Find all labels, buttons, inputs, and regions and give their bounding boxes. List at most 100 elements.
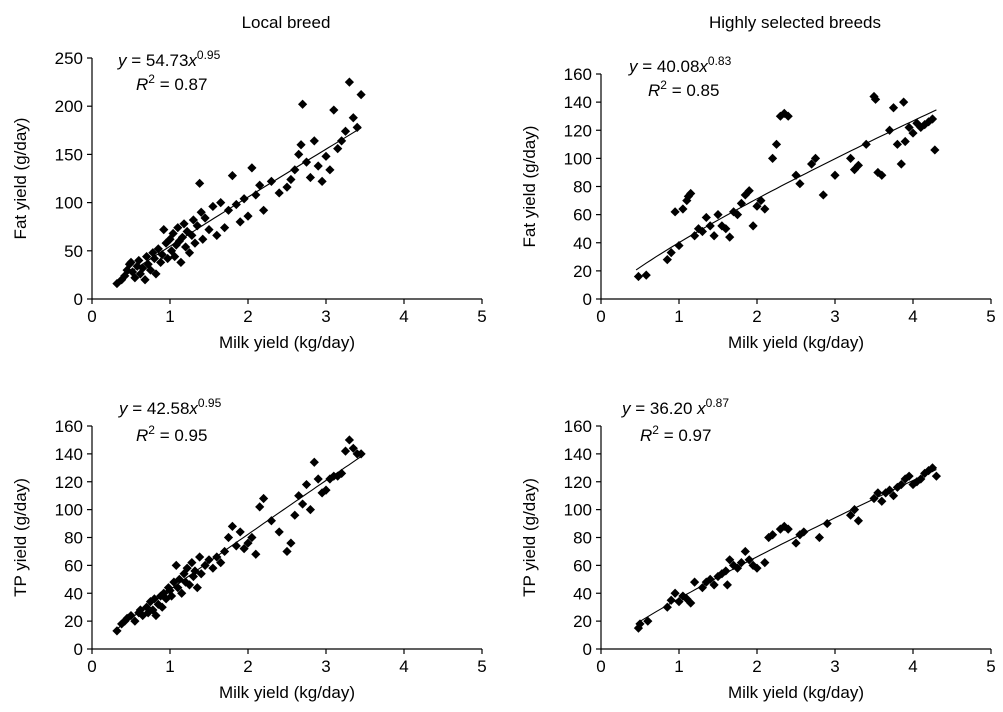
data-point <box>231 199 241 210</box>
y-tick-label: 0 <box>74 290 83 309</box>
data-point <box>740 546 750 557</box>
data-point <box>709 231 719 241</box>
data-point <box>227 521 237 531</box>
data-point <box>344 435 354 445</box>
y-axis-label: Fat yield (g/day) <box>11 118 30 240</box>
data-point <box>752 563 762 573</box>
data-point <box>670 588 680 598</box>
data-point <box>168 228 178 239</box>
x-tick-label: 4 <box>399 307 408 326</box>
data-point <box>686 188 696 199</box>
data-point <box>924 466 934 476</box>
data-point <box>220 546 230 557</box>
data-point <box>690 577 700 587</box>
data-point <box>771 139 782 149</box>
data-point <box>301 157 312 167</box>
data-point <box>725 555 735 565</box>
data-point <box>736 198 746 208</box>
equation-label: y = 36.20 x0.87 <box>621 396 729 418</box>
data-point <box>768 153 778 163</box>
data-point <box>151 269 161 279</box>
data-point <box>795 179 805 189</box>
data-point <box>344 77 354 87</box>
data-point <box>166 591 177 601</box>
data-point <box>274 527 284 537</box>
y-tick-label: 100 <box>564 501 592 520</box>
data-point <box>130 273 140 283</box>
y-tick-label: 120 <box>564 473 592 492</box>
data-point <box>697 583 707 593</box>
data-point <box>896 159 906 169</box>
data-point <box>171 560 181 570</box>
data-point <box>775 524 785 534</box>
data-point <box>184 248 195 258</box>
y-tick-label: 20 <box>573 612 592 631</box>
data-point <box>143 608 153 618</box>
y-tick-label: 80 <box>573 529 592 548</box>
y-tick-label: 50 <box>64 242 83 261</box>
data-point <box>286 538 296 548</box>
data-point <box>768 530 778 540</box>
data-point <box>896 479 906 490</box>
data-point <box>151 610 161 621</box>
y-tick-label: 140 <box>55 445 83 464</box>
y-tick-label: 140 <box>564 93 592 112</box>
x-tick-label: 0 <box>87 657 96 676</box>
data-point <box>321 151 331 161</box>
y-tick-label: 80 <box>64 529 83 548</box>
data-point <box>721 566 731 576</box>
data-point <box>697 226 707 237</box>
data-point <box>255 180 265 190</box>
data-point <box>846 153 856 163</box>
data-point <box>899 97 909 107</box>
data-point <box>120 271 130 281</box>
data-point <box>140 275 150 285</box>
data-point <box>190 238 200 248</box>
x-tick-label: 5 <box>986 657 995 676</box>
data-point <box>235 217 245 227</box>
r-squared-label: R2 = 0.87 <box>136 72 207 94</box>
data-point <box>255 502 265 512</box>
data-point <box>920 468 930 478</box>
y-tick-label: 60 <box>64 556 83 575</box>
data-point <box>732 210 743 220</box>
y-axis-label: TP yield (g/day) <box>520 478 539 597</box>
data-point <box>779 521 789 531</box>
x-tick-label: 3 <box>321 657 330 676</box>
r-squared-label: R2 = 0.97 <box>640 423 711 445</box>
data-point <box>670 207 680 217</box>
data-point <box>266 176 276 186</box>
data-point <box>861 139 871 149</box>
x-tick-label: 1 <box>674 657 683 676</box>
data-point <box>682 195 692 206</box>
data-point <box>633 271 644 282</box>
x-tick-label: 3 <box>830 657 839 676</box>
x-tick-label: 2 <box>243 657 252 676</box>
data-point <box>885 485 895 495</box>
x-axis-label: Milk yield (kg/day) <box>728 333 864 352</box>
x-tick-label: 1 <box>674 307 683 326</box>
data-point <box>282 182 292 192</box>
data-point <box>877 170 887 180</box>
data-point <box>356 449 366 459</box>
data-point <box>122 613 132 623</box>
data-point <box>904 471 914 481</box>
data-point <box>220 223 230 233</box>
data-point <box>135 269 145 279</box>
data-point <box>674 240 684 251</box>
x-tick-label: 2 <box>243 307 252 326</box>
data-point <box>705 574 715 584</box>
r-squared-label: R2 = 0.85 <box>648 78 719 100</box>
data-point <box>259 205 269 215</box>
data-point <box>686 598 696 608</box>
data-point <box>239 194 249 204</box>
data-point <box>775 111 785 121</box>
x-tick-label: 3 <box>321 307 330 326</box>
data-point <box>126 257 136 267</box>
data-point <box>157 602 167 612</box>
data-point <box>212 230 222 240</box>
x-axis-label: Milk yield (kg/day) <box>219 683 355 702</box>
data-point <box>149 253 159 264</box>
data-point <box>892 482 902 492</box>
x-tick-label: 3 <box>830 307 839 326</box>
